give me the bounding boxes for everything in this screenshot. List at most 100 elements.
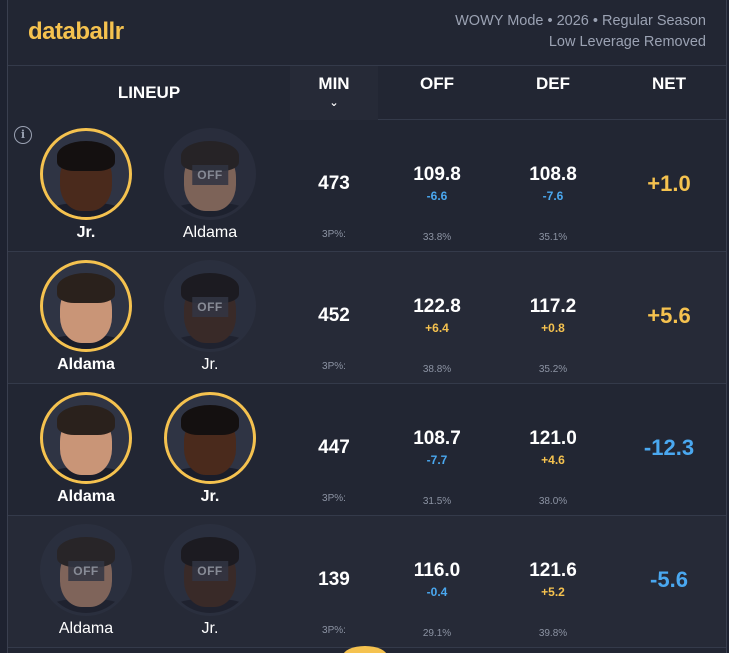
player-hair: [181, 273, 239, 303]
offense-three-pct: 38.8%: [422, 364, 452, 375]
net-rating: +1.0: [647, 171, 691, 196]
avatar[interactable]: [164, 392, 256, 484]
player-p1[interactable]: Aldama: [38, 392, 134, 506]
databallr-logo[interactable]: databallr: [28, 18, 124, 45]
floating-button[interactable]: [343, 646, 387, 653]
player-name: Aldama: [58, 620, 114, 637]
defense-cell: 121.0 +4.6 38.0%: [496, 428, 610, 507]
player-name: Aldama: [57, 356, 115, 373]
column-header-min[interactable]: MIN ⌄: [290, 66, 378, 120]
mode-line: WOWY Mode • 2026 • Regular Season: [455, 13, 706, 29]
off-badge: OFF: [68, 561, 104, 581]
minutes-value: 452: [318, 305, 350, 326]
table-header: LINEUP MIN ⌄ OFF DEF NET: [8, 66, 726, 120]
defense-diff: +5.2: [541, 585, 565, 599]
offense-diff: -0.4: [426, 585, 448, 599]
offense-rating: 108.7: [413, 428, 461, 449]
avatar[interactable]: OFF: [164, 128, 256, 220]
top-bar: databallr WOWY Mode • 2026 • Regular Sea…: [8, 0, 726, 66]
defense-rating: 121.0: [529, 428, 577, 449]
player-p1[interactable]: OFF Aldama: [38, 524, 134, 638]
defense-diff: +0.8: [541, 321, 565, 335]
def-label: DEF: [536, 74, 570, 93]
net-rating: -12.3: [643, 435, 695, 460]
offense-cell: 116.0 -0.4 29.1%: [378, 560, 496, 639]
off-badge: OFF: [192, 297, 228, 317]
offense-cell: 109.8 -6.6 33.8%: [378, 164, 496, 243]
player-hair: [57, 273, 115, 303]
player-hair: [181, 537, 239, 567]
offense-diff: +6.4: [425, 321, 449, 335]
player-p2[interactable]: OFF Jr.: [162, 524, 258, 638]
defense-three-pct: 38.0%: [538, 496, 568, 507]
mode-info: WOWY Mode • 2026 • Regular Season Low Le…: [455, 11, 706, 53]
offense-cell: 108.7 -7.7 31.5%: [378, 428, 496, 507]
player-p2[interactable]: OFF Jr.: [162, 260, 258, 374]
player-hair: [57, 537, 115, 567]
defense-cell: 108.8 -7.6 35.1%: [496, 164, 610, 243]
offense-rating: 109.8: [413, 164, 461, 185]
player-p2[interactable]: OFF Aldama: [162, 128, 258, 242]
net-rating: +5.6: [647, 303, 691, 328]
player-p1[interactable]: Aldama: [38, 260, 134, 374]
chevron-down-icon[interactable]: ⌄: [329, 97, 339, 109]
offense-diff: -7.7: [426, 453, 448, 467]
defense-cell: 117.2 +0.8 35.2%: [496, 296, 610, 375]
avatar[interactable]: [40, 260, 132, 352]
offense-three-pct: 33.8%: [422, 232, 452, 243]
player-hair: [57, 141, 115, 171]
player-name: Aldama: [182, 224, 238, 241]
defense-three-pct: 35.1%: [538, 232, 568, 243]
offense-rating: 122.8: [413, 296, 461, 317]
three-point-label: 3P%:: [322, 229, 346, 240]
offense-three-pct: 29.1%: [422, 628, 452, 639]
defense-cell: 121.6 +5.2 39.8%: [496, 560, 610, 639]
offense-rating: 116.0: [413, 560, 461, 581]
minutes-value: 473: [318, 173, 350, 194]
player-hair: [181, 405, 239, 435]
offense-three-pct: 31.5%: [422, 496, 452, 507]
offense-cell: 122.8 +6.4 38.8%: [378, 296, 496, 375]
player-p2[interactable]: Jr.: [162, 392, 258, 506]
table-row[interactable]: i Jr. OFF Aldama 47: [8, 120, 726, 252]
table-row[interactable]: OFF Aldama OFF Jr. 139 3P%: 116.0 -0.4 2…: [8, 516, 726, 648]
wowy-panel: databallr WOWY Mode • 2026 • Regular Sea…: [7, 0, 727, 653]
defense-rating: 108.8: [529, 164, 577, 185]
column-header-def[interactable]: DEF: [496, 66, 610, 120]
off-badge: OFF: [192, 165, 228, 185]
offense-diff: -6.6: [426, 189, 448, 203]
net-rating: -5.6: [650, 567, 688, 592]
defense-diff: -7.6: [542, 189, 564, 203]
avatar[interactable]: OFF: [40, 524, 132, 616]
table-row[interactable]: Aldama Jr. 447 3P%: 108.7 -7.7 31.5% 121…: [8, 384, 726, 516]
avatar[interactable]: OFF: [164, 260, 256, 352]
defense-three-pct: 39.8%: [538, 628, 568, 639]
table-row[interactable]: Aldama OFF Jr. 452 3P%: 122.8 +6.4 38.8%…: [8, 252, 726, 384]
player-name: Jr.: [200, 488, 220, 505]
player-name: Jr.: [76, 224, 96, 241]
leverage-line: Low Leverage Removed: [548, 34, 706, 50]
column-header-net[interactable]: NET: [610, 66, 728, 120]
avatar[interactable]: [40, 392, 132, 484]
minutes-value: 139: [318, 569, 350, 590]
info-icon[interactable]: i: [14, 126, 32, 144]
player-hair: [57, 405, 115, 435]
minutes-value: 447: [318, 437, 350, 458]
defense-rating: 117.2: [529, 296, 577, 317]
player-p1[interactable]: Jr.: [38, 128, 134, 242]
player-name: Jr.: [201, 620, 219, 637]
column-header-lineup: LINEUP: [8, 66, 290, 120]
column-header-off[interactable]: OFF: [378, 66, 496, 120]
player-name: Aldama: [57, 488, 115, 505]
avatar[interactable]: [40, 128, 132, 220]
lineup-label: LINEUP: [117, 83, 181, 102]
three-point-label: 3P%:: [322, 493, 346, 504]
three-point-label: 3P%:: [322, 625, 346, 636]
avatar[interactable]: OFF: [164, 524, 256, 616]
min-label: MIN: [318, 74, 350, 93]
player-name: Jr.: [201, 356, 219, 373]
off-badge: OFF: [192, 561, 228, 581]
defense-diff: +4.6: [541, 453, 565, 467]
defense-three-pct: 35.2%: [538, 364, 568, 375]
player-hair: [181, 141, 239, 171]
